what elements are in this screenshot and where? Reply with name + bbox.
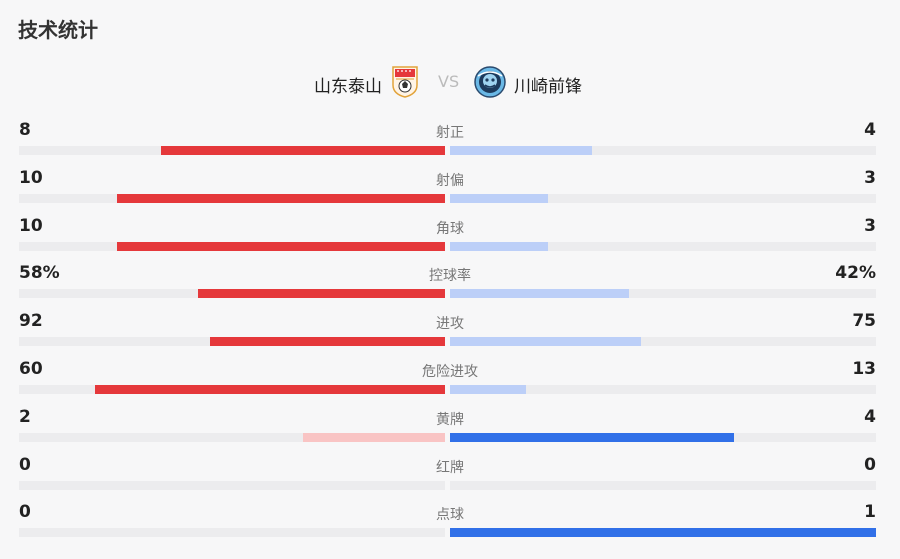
stat-home-value: 2 (19, 406, 31, 427)
stat-row: 8 射正 4 (0, 120, 900, 160)
stat-row: 92 进攻 75 (0, 311, 900, 351)
home-bar-track (19, 385, 445, 394)
stat-row: 0 点球 1 (0, 502, 900, 542)
stat-label: 控球率 (429, 268, 471, 285)
stat-label: 射正 (436, 125, 464, 141)
away-team-crest-icon[interactable] (474, 66, 506, 98)
match-header: 山东泰山 VS 川崎前锋 (0, 66, 900, 102)
home-bar-track (19, 528, 445, 538)
away-bar-fill (450, 432, 734, 442)
stat-away-value: 42% (835, 263, 876, 284)
stat-row: 0 红牌 0 (0, 455, 900, 495)
stat-home-value: 10 (19, 215, 43, 236)
stat-row: 10 射偏 3 (0, 168, 900, 208)
stat-away-value: 4 (864, 406, 876, 427)
stat-home-value: 58% (19, 263, 60, 284)
home-bar-track (19, 289, 445, 299)
stat-away-value: 3 (864, 215, 876, 236)
home-bar-track (19, 480, 445, 490)
vs-label: VS (438, 72, 460, 91)
stat-away-value: 13 (852, 359, 876, 379)
away-bar-fill (450, 241, 548, 251)
home-bar-fill (95, 385, 445, 394)
stat-home-value: 10 (19, 167, 43, 188)
stat-away-value: 1 (864, 502, 876, 523)
home-bar-fill (117, 193, 445, 203)
home-bar-track (19, 432, 445, 442)
away-bar-fill (450, 289, 629, 299)
stat-home-value: 60 (19, 359, 43, 379)
away-bar-fill (450, 337, 641, 347)
stat-away-value: 75 (852, 311, 876, 332)
away-bar-fill (450, 528, 876, 538)
home-bar-track (19, 146, 445, 155)
away-bar-fill (450, 193, 548, 203)
stat-away-value: 0 (864, 454, 876, 475)
section-title: 技术统计 (18, 18, 98, 42)
stat-row: 10 角球 3 (0, 216, 900, 256)
stat-label: 角球 (436, 220, 464, 237)
away-bar-fill (450, 385, 526, 394)
home-team-crest-icon[interactable] (392, 66, 418, 98)
stat-away-value: 3 (864, 167, 876, 188)
away-bar-fill (450, 146, 592, 155)
home-bar-track (19, 337, 445, 347)
away-team-name[interactable]: 川崎前锋 (514, 77, 582, 97)
stat-home-value: 8 (19, 120, 31, 140)
stat-home-value: 0 (19, 502, 31, 523)
stat-row: 58% 控球率 42% (0, 263, 900, 303)
away-bar-track (450, 193, 876, 203)
away-bar-track (450, 480, 876, 490)
home-team-name[interactable]: 山东泰山 (314, 77, 382, 97)
home-bar-fill (210, 337, 445, 347)
stat-row: 60 危险进攻 13 (0, 359, 900, 399)
home-bar-fill (198, 289, 445, 299)
stat-label: 红牌 (436, 459, 464, 476)
away-bar-track (450, 241, 876, 251)
away-bar-track (450, 289, 876, 299)
stat-label: 进攻 (436, 316, 464, 333)
home-bar-fill (117, 241, 445, 251)
stat-home-value: 92 (19, 311, 43, 332)
stat-label: 危险进攻 (422, 364, 478, 380)
stat-label: 黄牌 (436, 411, 464, 428)
stat-home-value: 0 (19, 454, 31, 475)
stat-away-value: 4 (864, 120, 876, 140)
home-bar-track (19, 241, 445, 251)
away-bar-track (450, 432, 876, 442)
away-bar-track (450, 528, 876, 538)
away-bar-track (450, 146, 876, 155)
away-bar-track (450, 337, 876, 347)
home-bar-fill (161, 146, 445, 155)
away-bar-track (450, 385, 876, 394)
stat-label: 点球 (436, 507, 464, 524)
stat-row: 2 黄牌 4 (0, 407, 900, 447)
home-bar-fill (303, 432, 445, 442)
stat-label: 射偏 (436, 172, 464, 189)
home-bar-track (19, 193, 445, 203)
